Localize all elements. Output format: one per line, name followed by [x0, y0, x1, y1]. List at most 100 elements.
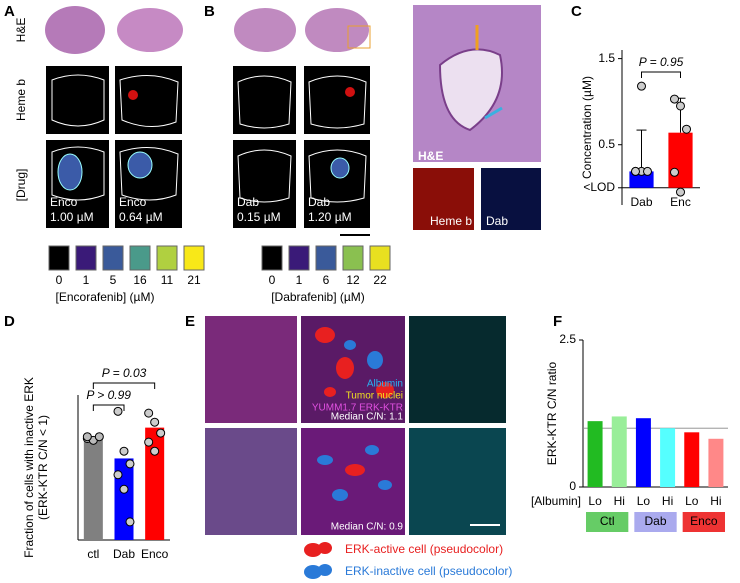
heme-image — [304, 66, 370, 134]
legend-swatch — [318, 564, 332, 576]
x-tick-label: Lo — [588, 494, 602, 508]
y-axis-label: Fraction of cells with inactive ERK — [22, 377, 36, 558]
bar — [708, 438, 724, 487]
colorbar-label: 21 — [187, 273, 201, 287]
group-box — [634, 512, 677, 532]
x-tick-label: Hi — [710, 494, 721, 508]
image-label: 1.20 µM — [308, 210, 352, 224]
data-point — [631, 166, 640, 176]
colorbar-label: 1 — [296, 273, 303, 287]
colorbar-swatch — [102, 245, 124, 271]
group-label: Dab — [644, 514, 666, 528]
p-value: P > 0.99 — [86, 388, 131, 402]
outline — [237, 75, 292, 129]
data-point — [94, 432, 104, 442]
data-point — [682, 124, 691, 134]
colorbar-swatch — [288, 245, 310, 271]
bar — [145, 427, 165, 540]
colorbar-swatch — [48, 245, 70, 271]
colorbar-swatch — [156, 245, 178, 271]
legend-swatch — [304, 543, 322, 557]
x-tick-label: Dab — [630, 195, 652, 209]
data-point — [643, 166, 652, 176]
heme-zoom — [413, 168, 474, 230]
channel-label: YUMM1.7 ERK-KTR — [312, 403, 403, 414]
x-tick-label: Lo — [685, 494, 699, 508]
micrograph — [409, 428, 506, 535]
data-point — [82, 432, 92, 442]
colorbar-swatch — [129, 245, 151, 271]
bar — [684, 432, 700, 487]
drug-signal — [57, 153, 83, 191]
inset-box — [347, 25, 371, 49]
x-tick-label: ctl — [87, 547, 99, 561]
colorbar-swatch — [342, 245, 364, 271]
data-point — [113, 470, 123, 480]
bar — [668, 132, 693, 188]
outline — [51, 146, 105, 201]
significance-bracket — [641, 71, 681, 78]
data-point — [119, 446, 129, 456]
data-point — [144, 437, 154, 447]
row-label: H&E — [14, 18, 28, 43]
he-image — [45, 6, 105, 54]
data-point — [676, 101, 685, 111]
he-image — [234, 8, 296, 52]
colorbar-label: 5 — [110, 273, 117, 287]
legend-swatch — [318, 542, 332, 554]
data-point — [150, 446, 160, 456]
heme-image — [46, 66, 109, 134]
colorbar-label: 1 — [83, 273, 90, 287]
colorbar-label: 22 — [373, 273, 387, 287]
drug-signal — [330, 157, 350, 179]
row-label: Heme b — [14, 79, 28, 121]
colorbar-swatch — [75, 245, 97, 271]
panel-label: C — [571, 3, 582, 20]
image-label: Dab — [308, 195, 330, 209]
micrograph — [205, 316, 297, 423]
heme-image — [233, 66, 296, 134]
data-point — [125, 517, 135, 527]
y-axis-label: (ERK-KTR C/N < 1) — [36, 415, 50, 520]
colorbar-title: [Encorafenib] (µM) — [56, 290, 155, 304]
panel-label: E — [185, 313, 195, 330]
data-point — [150, 417, 160, 427]
group-box — [586, 512, 629, 532]
data-point — [670, 167, 679, 177]
data-point — [637, 81, 646, 91]
image-label: Enco — [119, 195, 147, 209]
significance-bracket — [92, 382, 156, 389]
colorbar-label: 0 — [269, 273, 276, 287]
image-label: 0.64 µM — [119, 210, 163, 224]
drug-image — [233, 140, 296, 228]
data-point — [144, 408, 154, 418]
row-label: Low albumin — [193, 332, 204, 393]
data-point — [119, 484, 129, 494]
colorbar-swatch — [315, 245, 337, 271]
heme-signal — [345, 87, 355, 97]
he-image — [305, 8, 369, 52]
x-tick-label: Enco — [141, 547, 169, 561]
colorbar-label: 11 — [161, 273, 174, 287]
bar — [587, 421, 603, 487]
bar — [635, 418, 651, 487]
x-tick-label: Hi — [662, 494, 673, 508]
outline — [237, 149, 292, 203]
data-point — [676, 187, 685, 197]
panel-label: A — [4, 3, 15, 20]
data-point — [156, 428, 166, 438]
drug-image — [304, 140, 370, 228]
y-axis-label: ERK-KTR C/N ratio — [545, 362, 559, 466]
row-label: High albumin — [193, 443, 204, 506]
y-axis-label: Concentration (µM) — [580, 76, 594, 179]
image-label: Enco — [50, 195, 78, 209]
panel-label: B — [204, 3, 215, 20]
data-point — [670, 94, 679, 104]
micrograph — [409, 316, 506, 423]
legend-label: ERK-active cell (pseudocolor) — [345, 542, 503, 556]
drug-zoom — [481, 168, 541, 230]
bar — [660, 428, 676, 487]
outline — [308, 149, 367, 203]
image-label: H&E — [418, 149, 443, 163]
